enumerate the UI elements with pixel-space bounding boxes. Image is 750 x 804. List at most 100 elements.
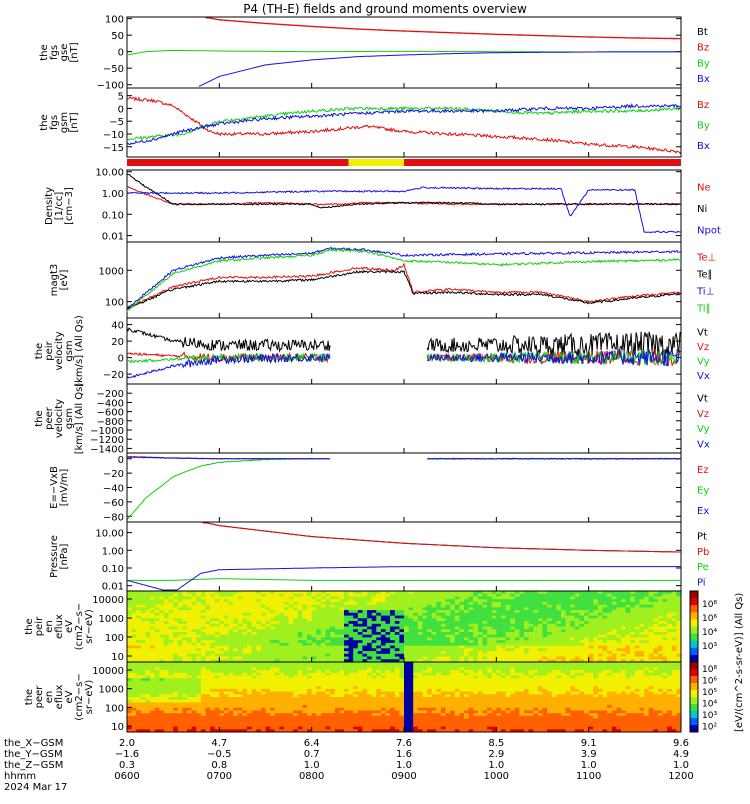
spectrogram-cell	[224, 594, 229, 597]
spectrogram-cell	[413, 607, 418, 610]
spectrogram-cell	[229, 721, 234, 724]
spectrogram-cell	[515, 616, 520, 619]
spectrogram-cell	[367, 694, 372, 697]
mode-bar-segment	[127, 159, 349, 166]
spectrogram-cell	[386, 692, 391, 695]
spectrogram-cell	[566, 597, 571, 600]
spectrogram-cell	[233, 705, 238, 708]
spectrogram-cell	[321, 597, 326, 600]
spectrogram-cell	[376, 646, 381, 649]
spectrogram-cell	[201, 657, 206, 660]
spectrogram-cell	[224, 667, 229, 670]
spectrogram-cell	[132, 684, 137, 687]
spectrogram-cell	[266, 624, 271, 627]
spectrogram-cell	[307, 618, 312, 621]
spectrogram-cell	[270, 597, 275, 600]
spectrogram-cell	[261, 719, 266, 722]
spectrogram-cell	[219, 716, 224, 719]
spectrogram-cell	[575, 657, 580, 660]
spectrogram-cell	[607, 651, 612, 654]
spectrogram-cell	[450, 610, 455, 613]
spectrogram-cell	[206, 721, 211, 724]
spectrogram-cell	[224, 657, 229, 660]
spectrogram-cell	[487, 607, 492, 610]
spectrogram-cell	[409, 665, 414, 668]
spectrogram-cell	[649, 610, 654, 613]
spectrogram-cell	[358, 684, 363, 687]
spectrogram-cell	[169, 692, 174, 695]
spectrogram-cell	[515, 654, 520, 657]
spectrogram-cell	[215, 700, 220, 703]
spectrogram-cell	[653, 651, 658, 654]
spectrogram-cell	[510, 651, 515, 654]
spectrogram-cell	[307, 667, 312, 670]
spectrogram-cell	[210, 605, 215, 608]
spectrogram-cell	[270, 621, 275, 624]
spectrogram-cell	[362, 697, 367, 700]
spectrogram-cell	[256, 629, 261, 632]
spectrogram-cell	[344, 684, 349, 687]
spectrogram-cell	[284, 716, 289, 719]
spectrogram-cell	[483, 648, 488, 651]
spectrogram-cell	[344, 689, 349, 692]
spectrogram-cell	[215, 724, 220, 727]
spectrogram-cell	[266, 681, 271, 684]
spectrogram-cell	[224, 681, 229, 684]
spectrogram-cell	[464, 610, 469, 613]
spectrogram-cell	[210, 654, 215, 657]
spectrogram-cell	[584, 594, 589, 597]
spectrogram-cell	[367, 719, 372, 722]
spectrogram-cell	[533, 654, 538, 657]
spectrogram-cell	[224, 597, 229, 600]
spectrogram-cell	[256, 702, 261, 705]
spectrogram-cell	[178, 618, 183, 621]
spectrogram-cell	[201, 594, 206, 597]
spectrogram-cell	[612, 627, 617, 630]
spectrogram-cell	[141, 618, 146, 621]
spectrogram-cell	[404, 676, 409, 679]
spectrogram-cell	[270, 700, 275, 703]
spectrogram-cell	[372, 665, 377, 668]
spectrogram-cell	[252, 627, 257, 630]
spectrogram-cell	[307, 705, 312, 708]
spectrogram-cell	[182, 643, 187, 646]
spectrogram-cell	[242, 637, 247, 640]
spectrogram-cell	[178, 651, 183, 654]
spectrogram-cell	[289, 607, 294, 610]
spectrogram-cell	[543, 610, 548, 613]
spectrogram-cell	[362, 708, 367, 711]
spectrogram-cell	[302, 667, 307, 670]
spectrogram-cell	[238, 605, 243, 608]
spectrogram-cell	[473, 640, 478, 643]
spectrogram-cell	[621, 635, 626, 638]
spectrogram-cell	[663, 627, 668, 630]
spectrogram-cell	[206, 629, 211, 632]
spectrogram-cell	[556, 618, 561, 621]
spectrogram-cell	[579, 637, 584, 640]
spectrogram-cell	[367, 692, 372, 695]
spectrogram-cell	[266, 673, 271, 676]
spectrogram-cell	[339, 648, 344, 651]
spectrogram-cell	[229, 700, 234, 703]
spectrogram-cell	[529, 618, 534, 621]
spectrogram-cell	[473, 624, 478, 627]
spectrogram-cell	[667, 610, 672, 613]
spectrogram-cell	[210, 667, 215, 670]
spectrogram-cell	[501, 607, 506, 610]
spectrogram-cell	[270, 711, 275, 714]
spectrogram-cell	[349, 648, 354, 651]
spectrogram-cell	[169, 646, 174, 649]
spectrogram-cell	[386, 643, 391, 646]
spectrogram-cell	[635, 654, 640, 657]
spectrogram-cell	[201, 692, 206, 695]
spectrogram-cell	[252, 610, 257, 613]
spectrogram-cell	[459, 624, 464, 627]
spectrogram-cell	[436, 632, 441, 635]
spectrogram-cell	[376, 708, 381, 711]
spectrogram-cell	[639, 607, 644, 610]
spectrogram-cell	[372, 684, 377, 687]
spectrogram-cell	[196, 705, 201, 708]
spectrogram-cell	[395, 665, 400, 668]
spectrogram-cell	[653, 605, 658, 608]
spectrogram-cell	[529, 613, 534, 616]
